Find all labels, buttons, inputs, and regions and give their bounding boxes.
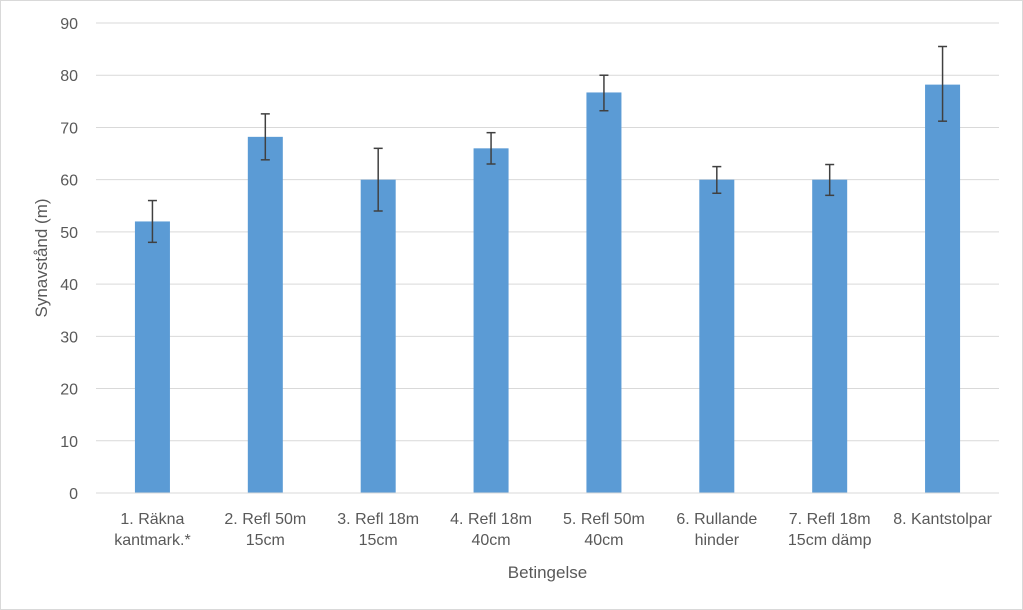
bar bbox=[812, 179, 848, 493]
bar bbox=[699, 179, 735, 493]
x-tick-label-line: 5. Refl 50m bbox=[563, 511, 645, 528]
x-tick-label-line: 15cm bbox=[246, 532, 285, 549]
y-tick-label: 20 bbox=[60, 382, 78, 399]
x-tick-label-line: 6. Rullande bbox=[676, 511, 757, 528]
y-tick-label: 40 bbox=[60, 277, 78, 294]
error-bar bbox=[938, 45, 948, 122]
error-bar bbox=[825, 163, 835, 197]
y-tick-label: 60 bbox=[60, 173, 78, 190]
x-tick-label-line: 15cm dämp bbox=[788, 532, 872, 549]
error-bar bbox=[260, 113, 270, 161]
x-tick-label-line: 1. Räkna bbox=[120, 511, 184, 528]
gridlines bbox=[96, 22, 999, 442]
bar bbox=[586, 92, 622, 493]
y-tick-label: 70 bbox=[60, 120, 78, 137]
y-tick-label: 90 bbox=[60, 16, 78, 33]
x-tick-label-line: 7. Refl 18m bbox=[789, 511, 871, 528]
x-tick-label-line: 4. Refl 18m bbox=[450, 511, 532, 528]
y-tick-label: 30 bbox=[60, 329, 78, 346]
x-tick-label: 4. Refl 18m 40cm bbox=[450, 511, 532, 549]
error-bars bbox=[147, 45, 948, 244]
y-axis-title: Synavstånd (m) bbox=[32, 198, 51, 317]
x-tick-label-line: 15cm bbox=[359, 532, 398, 549]
bar bbox=[473, 148, 509, 494]
x-axis-title: Betingelse bbox=[508, 563, 587, 582]
y-axis-ticks: 0 10 20 30 40 50 60 70 80 90 bbox=[60, 16, 78, 503]
y-tick-label: 50 bbox=[60, 225, 78, 242]
x-tick-label-line: 2. Refl 50m bbox=[224, 511, 306, 528]
x-tick-label: 2. Refl 50m 15cm bbox=[224, 511, 306, 549]
x-tick-label: 1. Räkna kantmark.* bbox=[114, 511, 190, 549]
error-bar bbox=[599, 74, 609, 112]
bar bbox=[360, 179, 396, 493]
bars bbox=[134, 84, 961, 494]
y-tick-label: 10 bbox=[60, 434, 78, 451]
x-tick-label-line: hinder bbox=[695, 532, 740, 549]
error-bar bbox=[486, 131, 496, 165]
bar bbox=[247, 136, 283, 493]
error-bar bbox=[373, 147, 383, 212]
bar bbox=[925, 84, 961, 493]
x-tick-label: 7. Refl 18m 15cm dämp bbox=[788, 511, 872, 549]
y-tick-label: 0 bbox=[69, 486, 78, 503]
x-tick-label: 8. Kantstolpar bbox=[893, 511, 992, 528]
y-tick-label: 80 bbox=[60, 68, 78, 85]
bar bbox=[134, 221, 170, 493]
x-tick-label: 5. Refl 50m 40cm bbox=[563, 511, 645, 549]
x-tick-label: 6. Rullande hinder bbox=[676, 511, 757, 549]
x-tick-label-line: kantmark.* bbox=[114, 532, 190, 549]
x-tick-label: 3. Refl 18m 15cm bbox=[337, 511, 419, 549]
error-bar bbox=[147, 199, 157, 244]
x-tick-label-line: 40cm bbox=[472, 532, 511, 549]
x-tick-label-line: 40cm bbox=[584, 532, 623, 549]
x-tick-label-line: 3. Refl 18m bbox=[337, 511, 419, 528]
error-bar bbox=[712, 165, 722, 194]
x-tick-label-line: 8. Kantstolpar bbox=[893, 511, 992, 528]
